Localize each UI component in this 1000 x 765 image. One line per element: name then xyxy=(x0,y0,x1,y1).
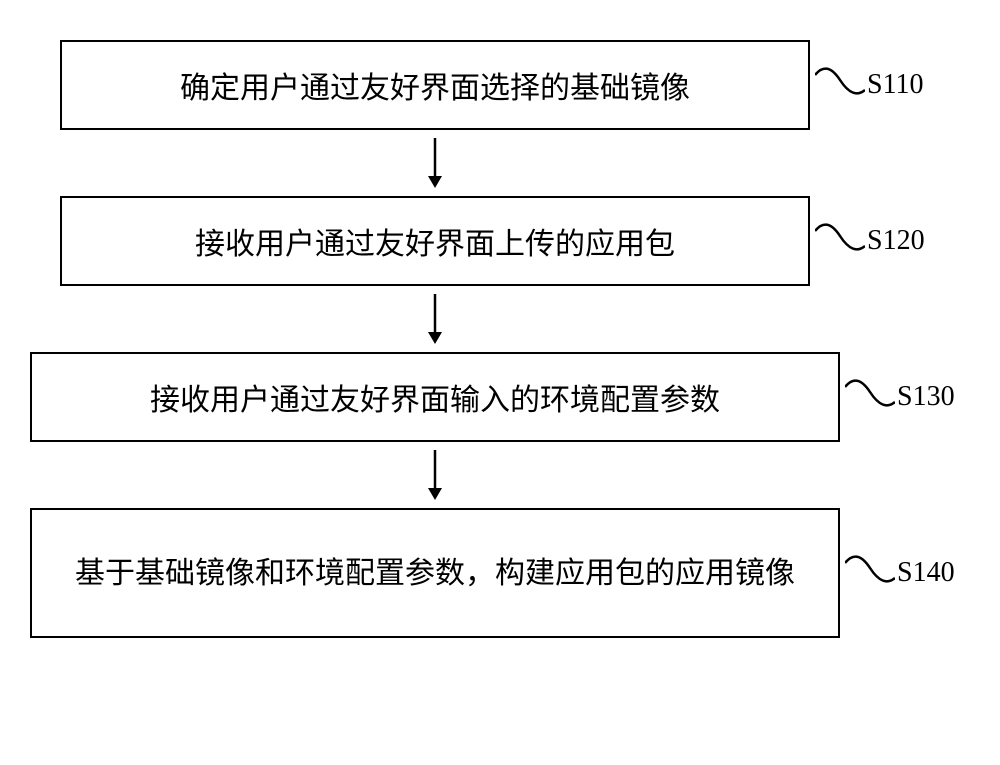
arrow-down-3 xyxy=(425,450,445,500)
step-box-4: 基于基础镜像和环境配置参数，构建应用包的应用镜像 xyxy=(30,508,840,638)
wave-connector-2 xyxy=(815,221,865,261)
connector-1: S110 xyxy=(815,65,924,105)
connector-3: S130 xyxy=(845,377,955,417)
step-box-2: 接收用户通过友好界面上传的应用包 xyxy=(60,196,810,286)
arrow-container-3 xyxy=(20,450,850,500)
wave-connector-3 xyxy=(845,377,895,417)
step-text-4: 基于基础镜像和环境配置参数，构建应用包的应用镜像 xyxy=(75,551,795,596)
step-label-4: S140 xyxy=(897,557,955,589)
step-container-4: 基于基础镜像和环境配置参数，构建应用包的应用镜像 S140 xyxy=(20,508,980,638)
arrow-down-2 xyxy=(425,294,445,344)
step-container-3: 接收用户通过友好界面输入的环境配置参数 S130 xyxy=(20,352,980,442)
arrow-container-1 xyxy=(20,138,850,188)
step-text-2: 接收用户通过友好界面上传的应用包 xyxy=(195,219,675,263)
step-container-1: 确定用户通过友好界面选择的基础镜像 S110 xyxy=(20,40,980,130)
step-box-1: 确定用户通过友好界面选择的基础镜像 xyxy=(60,40,810,130)
wave-connector-4 xyxy=(845,553,895,593)
step-label-3: S130 xyxy=(897,381,955,413)
step-label-1: S110 xyxy=(867,69,924,101)
arrow-down-1 xyxy=(425,138,445,188)
step-label-2: S120 xyxy=(867,225,925,257)
connector-2: S120 xyxy=(815,221,925,261)
wave-connector-1 xyxy=(815,65,865,105)
arrow-container-2 xyxy=(20,294,850,344)
step-text-3: 接收用户通过友好界面输入的环境配置参数 xyxy=(150,375,720,419)
connector-4: S140 xyxy=(845,553,955,593)
step-box-3: 接收用户通过友好界面输入的环境配置参数 xyxy=(30,352,840,442)
step-text-1: 确定用户通过友好界面选择的基础镜像 xyxy=(180,63,690,107)
flowchart-container: 确定用户通过友好界面选择的基础镜像 S110 接收用户通过友好界面上传的应用包 … xyxy=(20,40,980,638)
step-container-2: 接收用户通过友好界面上传的应用包 S120 xyxy=(20,196,980,286)
